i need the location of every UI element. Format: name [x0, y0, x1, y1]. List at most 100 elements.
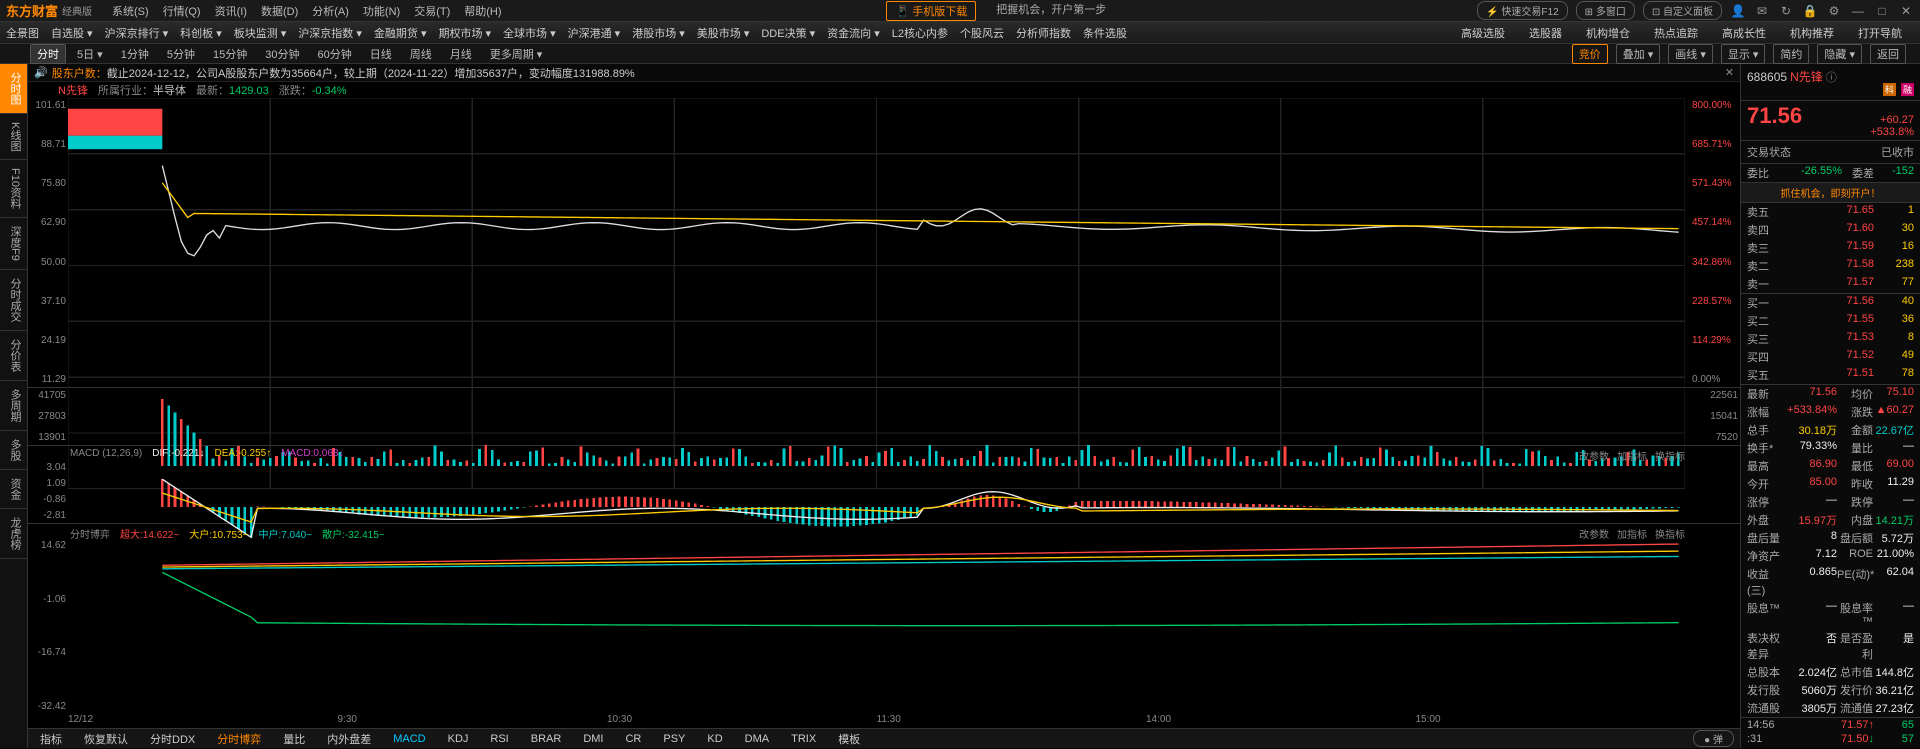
- nav-star[interactable]: 科创板 ▾: [180, 25, 222, 41]
- tick-list: 14:5671.57↑65:3171.50↓57:3471.55↑66:3771…: [1741, 718, 1920, 748]
- nav-picker[interactable]: 选股器: [1529, 25, 1562, 41]
- minimize-icon[interactable]: —: [1850, 4, 1866, 18]
- nav-inst-add[interactable]: 机构增仓: [1586, 25, 1630, 41]
- close-icon[interactable]: ✕: [1898, 4, 1914, 18]
- menu-function[interactable]: 功能(N): [363, 3, 400, 19]
- left-tab-multi-period[interactable]: 多周期: [0, 381, 27, 431]
- nav-analyst[interactable]: 分析师指数: [1016, 25, 1071, 41]
- simple-button[interactable]: 简约: [1773, 44, 1809, 64]
- nav-watchlist[interactable]: 自选股 ▾: [51, 25, 93, 41]
- user-icon[interactable]: 👤: [1730, 4, 1746, 18]
- indicator-tab-9[interactable]: BRAR: [525, 731, 568, 747]
- stats-grid: 最新71.56均价75.10涨幅+533.84%涨跌▲60.27总手30.18万…: [1741, 385, 1920, 718]
- indicator-tab-2[interactable]: 分时DDX: [144, 729, 201, 749]
- nav-screener[interactable]: 条件选股: [1083, 25, 1127, 41]
- nav-stock-news[interactable]: 个股风云: [960, 25, 1004, 41]
- period-week[interactable]: 周线: [403, 44, 439, 64]
- left-tab-kline[interactable]: K线图: [0, 114, 27, 160]
- mail-icon[interactable]: ✉: [1754, 4, 1770, 18]
- nav-hk[interactable]: 港股市场 ▾: [632, 25, 685, 41]
- info-icon[interactable]: ⓘ: [1826, 72, 1837, 84]
- nav-ranking[interactable]: 沪深京排行 ▾: [105, 25, 169, 41]
- custom-panel-button[interactable]: ⊡ 自定义面板: [1643, 1, 1722, 20]
- indicator-tab-5[interactable]: 内外盘差: [321, 729, 377, 749]
- period-60m[interactable]: 60分钟: [310, 44, 358, 64]
- indicator-tab-4[interactable]: 量比: [277, 729, 311, 749]
- period-day[interactable]: 日线: [363, 44, 399, 64]
- left-tab-multi-stock[interactable]: 多股: [0, 431, 27, 470]
- indicator-tab-0[interactable]: 指标: [34, 729, 68, 749]
- volume-chart[interactable]: 417052780313901 22561150417520: [28, 388, 1740, 446]
- indicator-tab-16[interactable]: 模板: [832, 729, 866, 749]
- menu-help[interactable]: 帮助(H): [464, 3, 501, 19]
- nav-overview[interactable]: 全景图: [6, 25, 39, 41]
- hide-button[interactable]: 隐藏 ▾: [1817, 44, 1862, 64]
- menu-news[interactable]: 资讯(I): [215, 3, 247, 19]
- indicator-tab-13[interactable]: KD: [701, 731, 728, 747]
- indicator-tab-12[interactable]: PSY: [657, 731, 691, 747]
- indicator-tab-1[interactable]: 恢复默认: [78, 729, 134, 749]
- period-month[interactable]: 月线: [443, 44, 479, 64]
- left-tab-ticks[interactable]: 分时成交: [0, 270, 27, 331]
- nav-dde[interactable]: DDE决策 ▾: [761, 25, 815, 41]
- left-tab-f10[interactable]: F10资料: [0, 160, 27, 218]
- nav-futures[interactable]: 金融期货 ▾: [374, 25, 427, 41]
- fast-trade-button[interactable]: ⚡ 快速交易F12: [1477, 1, 1567, 20]
- refresh-icon[interactable]: ↻: [1778, 4, 1794, 18]
- menu-trade[interactable]: 交易(T): [414, 3, 450, 19]
- period-5m[interactable]: 5分钟: [160, 44, 202, 64]
- menu-system[interactable]: 系统(S): [112, 3, 149, 19]
- nav-us[interactable]: 美股市场 ▾: [697, 25, 750, 41]
- display-button[interactable]: 显示 ▾: [1721, 44, 1766, 64]
- menu-quotes[interactable]: 行情(Q): [163, 3, 201, 19]
- announcement-close-icon[interactable]: ✕: [1725, 66, 1734, 79]
- indicator-tab-6[interactable]: MACD: [387, 731, 431, 747]
- period-5day[interactable]: 5日 ▾: [70, 44, 110, 64]
- period-30m[interactable]: 30分钟: [258, 44, 306, 64]
- mobile-download-link[interactable]: 📱 手机版下载: [886, 1, 976, 21]
- period-more[interactable]: 更多周期 ▾: [483, 44, 550, 64]
- left-tab-intraday[interactable]: 分时图: [0, 64, 27, 114]
- nav-growth[interactable]: 高成长性: [1722, 25, 1766, 41]
- nav-open-nav[interactable]: 打开导航: [1858, 25, 1902, 41]
- nav-index[interactable]: 沪深京指数 ▾: [298, 25, 362, 41]
- nav-connect[interactable]: 沪深港通 ▾: [568, 25, 621, 41]
- overlay-button[interactable]: 叠加 ▾: [1616, 44, 1661, 64]
- period-intraday[interactable]: 分时: [30, 44, 66, 64]
- nav-capital[interactable]: 资金流向 ▾: [827, 25, 880, 41]
- left-tab-price-dist[interactable]: 分价表: [0, 331, 27, 381]
- open-account-banner[interactable]: 抓住机会，即刻开户！: [1741, 183, 1920, 203]
- indicator-tab-11[interactable]: CR: [619, 731, 647, 747]
- indicator-tab-14[interactable]: DMA: [739, 731, 775, 747]
- price-chart[interactable]: 101.6188.7175.8062.9050.0037.1024.1911.2…: [28, 98, 1740, 388]
- period-15m[interactable]: 15分钟: [206, 44, 254, 64]
- nav-adv-screen[interactable]: 高级选股: [1461, 25, 1505, 41]
- macd-chart[interactable]: MACD (12,26,9)DIF:-0.221↓DEA:-0.255↑MACD…: [28, 446, 1740, 524]
- indicator-tab-10[interactable]: DMI: [577, 731, 609, 747]
- menu-analysis[interactable]: 分析(A): [312, 3, 349, 19]
- indicator-tab-8[interactable]: RSI: [484, 731, 514, 747]
- lock-icon[interactable]: 🔒: [1802, 4, 1818, 18]
- multi-window-button[interactable]: ⊞ 多窗口: [1576, 1, 1635, 20]
- boyi-chart[interactable]: 分时博弈超大:14.622~大户:10.753~中户:7.040~散户:-32.…: [28, 524, 1740, 714]
- back-button[interactable]: 返回: [1870, 44, 1906, 64]
- nav-inst-rec[interactable]: 机构推荐: [1790, 25, 1834, 41]
- nav-options[interactable]: 期权市场 ▾: [438, 25, 491, 41]
- indicator-tab-7[interactable]: KDJ: [442, 731, 475, 747]
- menu-data[interactable]: 数据(D): [261, 3, 298, 19]
- indicator-tab-3[interactable]: 分时博弈: [211, 729, 267, 749]
- maximize-icon[interactable]: □: [1874, 4, 1890, 18]
- bullet-button[interactable]: ● 弹: [1693, 730, 1734, 747]
- left-tab-capital[interactable]: 资金: [0, 470, 27, 509]
- nav-hotspot[interactable]: 热点追踪: [1654, 25, 1698, 41]
- nav-global[interactable]: 全球市场 ▾: [503, 25, 556, 41]
- indicator-tab-15[interactable]: TRIX: [785, 731, 822, 747]
- nav-sector[interactable]: 板块监测 ▾: [234, 25, 287, 41]
- left-tab-f9[interactable]: 深度F9: [0, 218, 27, 270]
- draw-button[interactable]: 画线 ▾: [1668, 44, 1713, 64]
- nav-l2[interactable]: L2核心内参: [892, 25, 948, 41]
- period-1m[interactable]: 1分钟: [114, 44, 156, 64]
- settings-icon[interactable]: ⚙: [1826, 4, 1842, 18]
- bid-button[interactable]: 竞价: [1572, 44, 1608, 64]
- left-tab-dragon[interactable]: 龙虎榜: [0, 509, 27, 559]
